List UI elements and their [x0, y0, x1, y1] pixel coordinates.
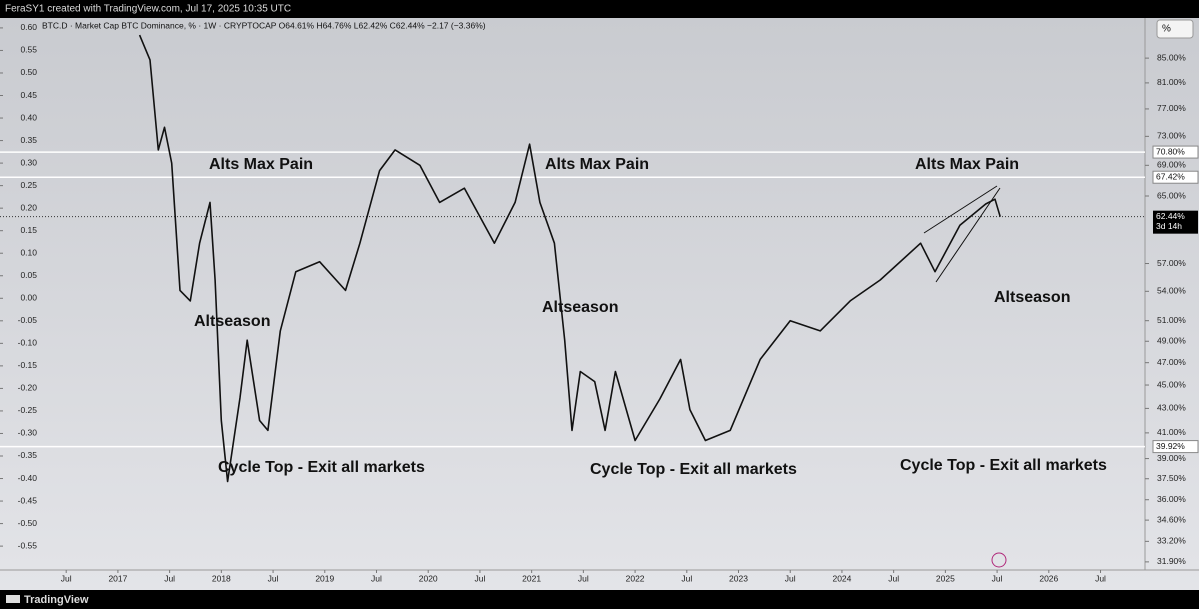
last-price-label: 62.44% [1156, 211, 1185, 221]
y-tick-label: 37.50% [1157, 473, 1186, 483]
y-tick-label: 69.00% [1157, 160, 1186, 170]
x-tick-label: 2022 [626, 573, 645, 583]
y2-tick-label: 0.00 [20, 293, 37, 303]
annotation: Altseason [542, 299, 618, 316]
chart-bg [0, 18, 1199, 590]
annotation: Cycle Top - Exit all markets [218, 459, 425, 476]
y2-tick-label: 0.20 [20, 202, 37, 212]
y2-tick-label: 0.40 [20, 112, 37, 122]
annotation: Alts Max Pain [915, 156, 1019, 173]
x-tick-label: Jul [1095, 573, 1106, 583]
y2-tick-label: -0.50 [18, 518, 38, 528]
annotation: Altseason [194, 313, 270, 330]
y2-tick-label: 0.35 [20, 135, 37, 145]
x-tick-label: Jul [61, 573, 72, 583]
price-line [138, 34, 1001, 483]
top-bar [0, 0, 1199, 18]
x-tick-label: Jul [268, 573, 279, 583]
chart-title: BTC.D · Market Cap BTC Dominance, % · 1W… [42, 20, 486, 30]
y2-tick-label: -0.45 [18, 495, 38, 505]
level-label-bg [1152, 440, 1199, 454]
x-tick-label: 2024 [832, 573, 851, 583]
y-tick-label: 77.00% [1157, 103, 1186, 113]
y2-tick-label: 0.05 [20, 270, 37, 280]
brand: TradingView [24, 594, 89, 606]
y2-tick-label: -0.05 [18, 315, 38, 325]
x-tick-label: 2017 [108, 573, 127, 583]
y2-tick-label: -0.10 [18, 338, 38, 348]
y2-tick-label: -0.40 [18, 473, 38, 483]
y2-tick-label: 0.60 [20, 22, 37, 32]
last-price-bg [1153, 210, 1198, 234]
y-tick-label: 39.00% [1157, 453, 1186, 463]
y2-tick-label: 0.10 [20, 247, 37, 257]
y2-tick-label: -0.20 [18, 383, 38, 393]
y-tick-label: 34.60% [1157, 514, 1186, 524]
annotation: Altseason [994, 289, 1070, 306]
plot: 85.00% 81.00% 77.00% 73.00% 69.00% 65.00% 57.0… [0, 22, 1199, 583]
logo [6, 595, 20, 603]
level-label: 39.92% [1156, 441, 1185, 451]
y-tick-label: 43.00% [1157, 403, 1186, 413]
annotation: Cycle Top - Exit all markets [900, 457, 1107, 474]
y2-tick-label: 0.25 [20, 180, 37, 190]
x-tick-label: Jul [992, 573, 1003, 583]
x-tick-label: 2019 [315, 573, 334, 583]
annotation: Alts Max Pain [209, 156, 313, 173]
x-tick-label: Jul [681, 573, 692, 583]
y-tick-label: 33.20% [1157, 536, 1186, 546]
x-tick-label: Jul [578, 573, 589, 583]
x-tick-label: 2026 [1039, 573, 1058, 583]
y2-tick-label: -0.35 [18, 450, 38, 460]
scale-button[interactable] [1156, 19, 1194, 39]
level-label-bg [1152, 170, 1199, 184]
y-tick-label: 73.00% [1157, 131, 1186, 141]
y2-tick-label: -0.30 [18, 428, 38, 438]
x-tick-label: Jul [785, 573, 796, 583]
x-tick-label: Jul [371, 573, 382, 583]
y-tick-label: 81.00% [1157, 77, 1186, 87]
y-tick-label: 49.00% [1157, 336, 1186, 346]
x-tick-label: 2020 [419, 573, 438, 583]
y2-tick-label: 0.45 [20, 90, 37, 100]
level-label: 67.42% [1156, 171, 1185, 181]
y-tick-label: 31.90% [1157, 556, 1186, 566]
x-tick-label: 2025 [936, 573, 955, 583]
level-label-bg [1152, 145, 1199, 159]
x-tick-label: Jul [474, 573, 485, 583]
y-tick-label: 57.00% [1157, 258, 1186, 268]
annotation: Cycle Top - Exit all markets [590, 461, 797, 478]
y2-tick-label: -0.15 [18, 360, 38, 370]
y2-tick-label: 0.30 [20, 157, 37, 167]
countdown: 3d 14h [1156, 221, 1182, 231]
y2-tick-label: 0.15 [20, 225, 37, 235]
x-tick-label: Jul [888, 573, 899, 583]
y2-tick-label: -0.25 [18, 405, 38, 415]
y2-tick-label: 0.50 [20, 67, 37, 77]
y-tick-label: 47.00% [1157, 357, 1186, 367]
y-tick-label: 41.00% [1157, 427, 1186, 437]
x-tick-label: Jul [164, 573, 175, 583]
wedge [923, 185, 1001, 283]
y-tick-label: 85.00% [1157, 52, 1186, 62]
scale-button-label[interactable]: % [1162, 24, 1171, 35]
y2-tick-label: -0.55 [18, 540, 38, 550]
level-label: 70.80% [1156, 146, 1185, 156]
event-icon[interactable] [991, 552, 1007, 568]
y-tick-label: 51.00% [1157, 315, 1186, 325]
x-tick-label: 2023 [729, 573, 748, 583]
y2-tick-label: 0.55 [20, 45, 37, 55]
annotation: Alts Max Pain [545, 156, 649, 173]
x-tick-label: 2021 [522, 573, 541, 583]
y-tick-label: 45.00% [1157, 379, 1186, 389]
y-tick-label: 36.00% [1157, 494, 1186, 504]
y-tick-label: 65.00% [1157, 190, 1186, 200]
credit: FeraSY1 created with TradingView.com, Ju… [5, 4, 291, 15]
footer [0, 590, 1199, 609]
y-tick-label: 54.00% [1157, 286, 1186, 296]
x-tick-label: 2018 [212, 573, 231, 583]
